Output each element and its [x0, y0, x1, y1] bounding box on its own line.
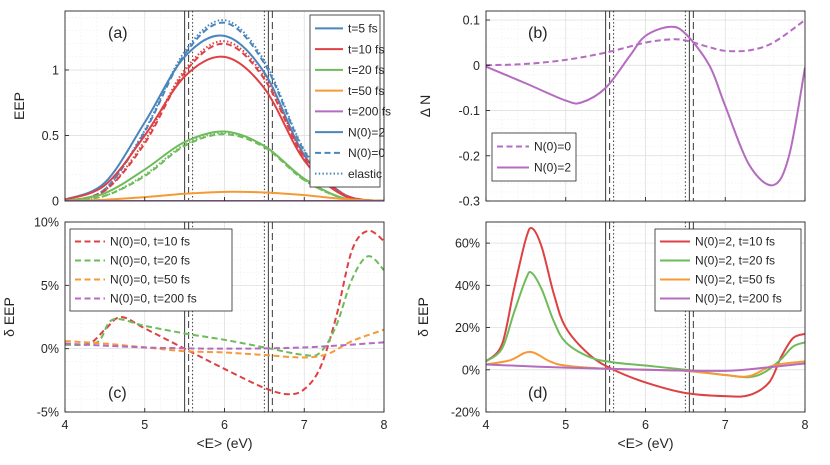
y-tick-label: 20% — [455, 321, 480, 335]
y-tick-label: -0.1 — [458, 104, 480, 118]
y-tick-label: 0% — [462, 363, 480, 377]
legend-label: elastic — [348, 167, 382, 181]
legend: N(0)=2, t=10 fs N(0)=2, t=20 fs N(0)=2, t=… — [654, 228, 802, 312]
y-tick-label: 60% — [455, 237, 480, 251]
x-tick-label: 6 — [642, 418, 649, 432]
x-tick-label: 4 — [483, 418, 490, 432]
series-line — [486, 25, 805, 187]
series-line — [65, 190, 384, 201]
legend-label: N(0)=0 — [534, 140, 571, 154]
legend-label: N(0)=0, t=10 fs — [110, 235, 190, 249]
series-line — [486, 271, 805, 379]
series-group — [65, 229, 384, 396]
y-tick-label: 0 — [52, 195, 59, 209]
legend-box — [654, 228, 802, 312]
x-tick-label: 5 — [141, 418, 148, 432]
legend-label: N(0)=2, t=200 fs — [695, 292, 782, 306]
legend: t=5 fs t=10 fs t=20 fs t=50 fs t=200 fs N(0)=… — [309, 14, 391, 188]
series-line — [65, 229, 384, 396]
series-group — [486, 226, 805, 398]
y-tick-label: 5% — [41, 279, 59, 293]
legend-label: N(0)=0, t=20 fs — [110, 254, 190, 268]
series-line — [65, 42, 384, 201]
panel-label: (d) — [528, 385, 548, 402]
legend-label: N(0)=0, t=50 fs — [110, 273, 190, 287]
series-line — [486, 362, 805, 372]
series-line — [65, 131, 384, 201]
legend-label: N(0)=0, t=200 fs — [110, 292, 197, 306]
y-tick-label: 10% — [34, 216, 59, 230]
x-tick-label: 7 — [722, 418, 729, 432]
x-tick-label: 5 — [562, 418, 569, 432]
x-tick-label: 4 — [62, 418, 69, 432]
y-tick-label: 1 — [52, 63, 59, 77]
series-line — [65, 21, 384, 201]
y-tick-label: -5% — [37, 406, 59, 420]
panel-label: (c) — [108, 385, 127, 402]
series-line — [486, 19, 805, 67]
y-tick-label: 40% — [455, 279, 480, 293]
legend: N(0)=0, t=10 fs N(0)=0, t=20 fs N(0)=0, t=… — [69, 228, 233, 312]
legend-label: N(0)=2, t=50 fs — [695, 273, 775, 287]
y-axis-label: EEP — [11, 92, 27, 120]
y-tick-label: 0.5 — [42, 129, 59, 143]
y-tick-label: -20% — [451, 406, 480, 420]
series-line — [65, 328, 384, 359]
y-tick-label: -0.3 — [458, 195, 480, 209]
x-tick-label: 8 — [381, 418, 388, 432]
legend-label: t=200 fs — [348, 105, 391, 119]
series-line — [486, 226, 805, 398]
x-axis-label: <E> (eV) — [617, 435, 673, 451]
legend-label: t=10 fs — [348, 42, 384, 56]
series-group — [486, 19, 805, 187]
y-axis-label: Δ N — [417, 95, 433, 118]
legend-label: N(0)=2 — [534, 161, 571, 175]
series-line — [65, 255, 384, 357]
y-axis-label: δ EEP — [415, 297, 431, 337]
legend-label: N(0)=2, t=10 fs — [695, 235, 775, 249]
y-axis-label: δ EEP — [1, 297, 17, 337]
legend: N(0)=0 N(0)=2 — [491, 132, 577, 182]
legend-box — [69, 228, 233, 312]
legend-label: N(0)=2, t=20 fs — [695, 254, 775, 268]
legend-label: t=20 fs — [348, 63, 384, 77]
panel-b: -0.3 -0.2 -0.1 0 0.1 Δ N (b) N(0)=0 N(0)=2 — [417, 10, 806, 209]
x-axis-label: <E> (eV) — [196, 435, 252, 451]
y-tick-label: 0 — [473, 59, 480, 73]
legend-box — [309, 14, 381, 188]
y-tick-label: 0.1 — [463, 14, 480, 28]
x-tick-label: 8 — [802, 418, 809, 432]
panel-c: 4 5 6 7 8 -5% 0% 5% 10% δ EEP <E> (eV) (c) N(0)=0, t… — [1, 216, 388, 452]
x-tick-label: 7 — [301, 418, 308, 432]
series-line — [65, 19, 384, 201]
legend-box — [491, 132, 577, 182]
legend-label: N(0)=0 — [348, 146, 385, 160]
legend-label: N(0)=2 — [348, 125, 385, 139]
y-tick-label: 0% — [41, 342, 59, 356]
panel-label: (b) — [528, 25, 548, 42]
x-tick-label: 6 — [221, 418, 228, 432]
panel-label: (a) — [108, 25, 128, 42]
legend-label: t=50 fs — [348, 84, 384, 98]
y-tick-label: -0.2 — [458, 149, 480, 163]
panel-d: 4 5 6 7 8 -20% 0% 20% 40% 60% δ EEP <E> (eV) (d) N(0)… — [415, 221, 809, 451]
legend-label: t=5 fs — [348, 22, 378, 36]
